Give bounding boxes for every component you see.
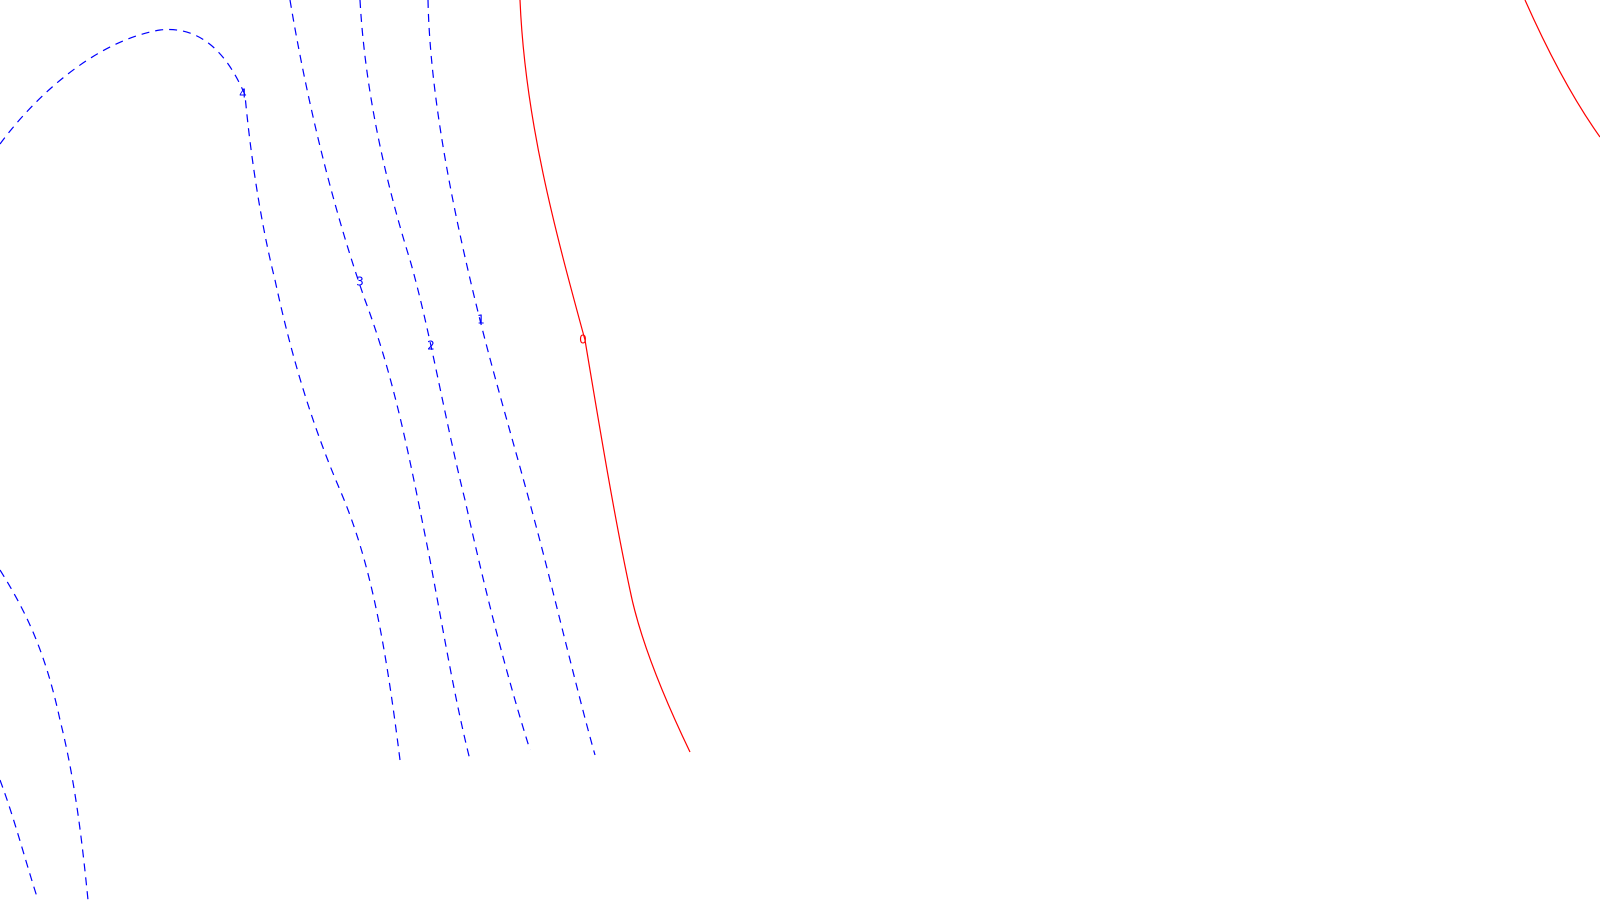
contour-label-1: 1: [477, 313, 485, 327]
contour-line-edge: [0, 779, 39, 900]
contour-line-level-0: [519, 0, 691, 753]
contour-line-level-4-lower: [0, 569, 89, 900]
contour-label-4: 4: [239, 87, 247, 101]
contour-label-3: 3: [356, 275, 364, 289]
contour-line-level-0-top-right: [1524, 0, 1600, 138]
contour-line-level-4: [0, 28, 401, 761]
contour-line-level-1: [427, 0, 596, 756]
contour-label-0: 0: [579, 333, 587, 347]
contour-label-2: 2: [427, 339, 435, 353]
contour-line-level-3: [289, 0, 471, 761]
contour-line-level-2: [359, 0, 531, 751]
